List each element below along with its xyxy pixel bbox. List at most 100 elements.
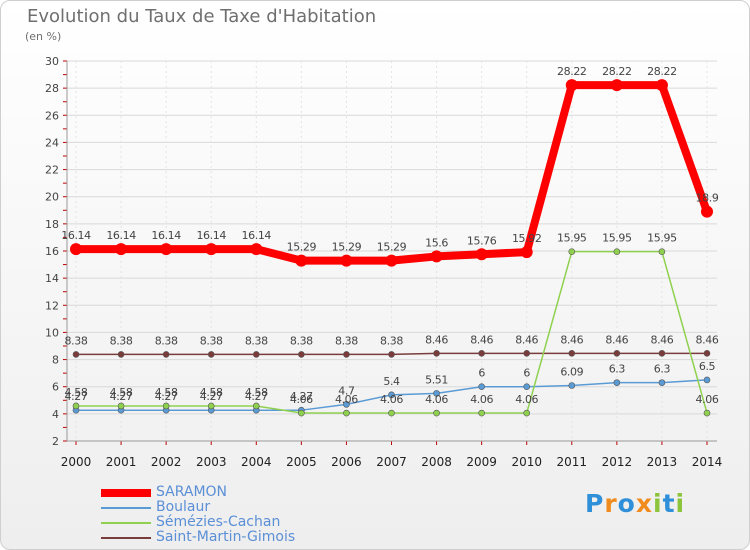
chart-subtitle: (en %) xyxy=(25,30,62,43)
data-label: 15.76 xyxy=(467,234,497,247)
data-label: 8.38 xyxy=(290,334,313,347)
data-point xyxy=(433,390,440,397)
data-point xyxy=(613,350,621,357)
data-point xyxy=(252,351,260,358)
data-point xyxy=(343,409,350,417)
data-point xyxy=(343,351,350,358)
data-point xyxy=(207,402,215,410)
data-label: 8.46 xyxy=(425,333,448,346)
data-point xyxy=(160,243,173,256)
data-label: 8.38 xyxy=(380,334,403,347)
x-tick-label: 2005 xyxy=(286,455,317,469)
data-label: 8.38 xyxy=(200,334,223,347)
data-point xyxy=(115,243,128,256)
data-point xyxy=(162,351,170,358)
data-point xyxy=(610,79,623,92)
data-point xyxy=(388,391,395,399)
data-point xyxy=(478,409,485,417)
data-point xyxy=(613,248,621,255)
data-label: 4.06 xyxy=(696,393,719,406)
data-point xyxy=(70,243,82,256)
x-tick-label: 2001 xyxy=(106,455,137,469)
data-label: 6.3 xyxy=(654,363,671,376)
data-label: 6 xyxy=(523,367,530,380)
data-point xyxy=(475,248,488,261)
y-tick-label: 24 xyxy=(45,136,59,149)
data-label: 8.38 xyxy=(155,334,178,347)
data-label: 18.9 xyxy=(696,192,719,205)
data-point xyxy=(523,409,531,417)
data-label: 8.46 xyxy=(696,333,719,346)
x-tick-label: 2014 xyxy=(692,455,723,469)
x-tick-label: 2007 xyxy=(376,455,407,469)
data-label: 15.95 xyxy=(602,232,632,245)
data-point xyxy=(72,351,80,358)
y-tick-label: 8 xyxy=(52,354,59,367)
data-point xyxy=(162,402,170,410)
data-point xyxy=(478,350,485,357)
data-label: 4.27 xyxy=(245,390,268,403)
legend-item: Sémézies-Cachan xyxy=(101,515,421,530)
x-tick-label: 2006 xyxy=(331,455,362,469)
data-point xyxy=(388,409,395,417)
y-tick-label: 20 xyxy=(45,191,59,204)
data-point xyxy=(117,402,125,410)
data-label: 6.3 xyxy=(609,363,626,376)
logo-letter: i xyxy=(653,489,663,518)
data-label: 8.46 xyxy=(470,333,493,346)
legend-label: Boulaur xyxy=(156,499,211,515)
data-point xyxy=(568,382,576,389)
data-label: 8.38 xyxy=(110,334,133,347)
y-tick-label: 10 xyxy=(45,326,59,339)
data-label: 8.46 xyxy=(560,333,583,346)
logo-letter: t xyxy=(662,489,676,518)
series-layer xyxy=(70,79,713,417)
data-label: 4.58 xyxy=(200,386,223,399)
legend-swatch xyxy=(101,522,151,524)
data-point xyxy=(523,350,531,357)
data-label: 4.58 xyxy=(245,386,268,399)
data-point xyxy=(207,351,215,358)
data-label: 15.29 xyxy=(287,241,317,254)
data-label: 4.27 xyxy=(110,390,133,403)
data-point xyxy=(658,248,666,255)
data-label: 8.38 xyxy=(245,334,268,347)
data-label: 15.6 xyxy=(425,236,448,249)
data-label: 4.27 xyxy=(200,390,223,403)
x-tick-label: 2010 xyxy=(511,455,542,469)
data-label: 28.22 xyxy=(557,65,587,78)
x-tick-label: 2012 xyxy=(602,455,633,469)
x-tick-label: 2008 xyxy=(421,455,452,469)
data-point xyxy=(385,254,398,267)
x-tick-label: 2002 xyxy=(151,455,182,469)
data-label-layer: 16.14 16.14 16.14 16.14 16.14 15.29 15.29 15.29… xyxy=(61,65,719,406)
x-tick-label: 2011 xyxy=(557,455,588,469)
x-tick-label: 2003 xyxy=(196,455,227,469)
logo-letter: r xyxy=(604,489,618,518)
data-label: 6 xyxy=(478,367,485,380)
data-label: 4.06 xyxy=(380,393,403,406)
y-tick-label: 28 xyxy=(45,82,59,95)
y-tick-label: 18 xyxy=(45,218,59,231)
legend: SARAMON Boulaur Sémézies-Cachan Saint-Marti… xyxy=(101,485,421,545)
data-label: 8.46 xyxy=(515,333,538,346)
data-label: 4.06 xyxy=(335,393,358,406)
data-label: 15.92 xyxy=(512,232,542,245)
data-label: 16.14 xyxy=(196,229,226,242)
data-label: 6.5 xyxy=(699,360,716,373)
data-label: 28.22 xyxy=(602,65,632,78)
data-point xyxy=(655,79,668,92)
y-tick-label: 26 xyxy=(45,109,59,122)
y-tick-label: 2 xyxy=(52,435,59,448)
data-point xyxy=(613,379,621,386)
data-label: 4.7 xyxy=(338,384,355,397)
data-point xyxy=(295,254,308,267)
legend-item: Boulaur xyxy=(101,500,421,515)
data-label: 8.38 xyxy=(335,334,358,347)
data-point xyxy=(658,379,666,386)
legend-swatch xyxy=(101,537,151,539)
x-tick-label: 2004 xyxy=(241,455,272,469)
